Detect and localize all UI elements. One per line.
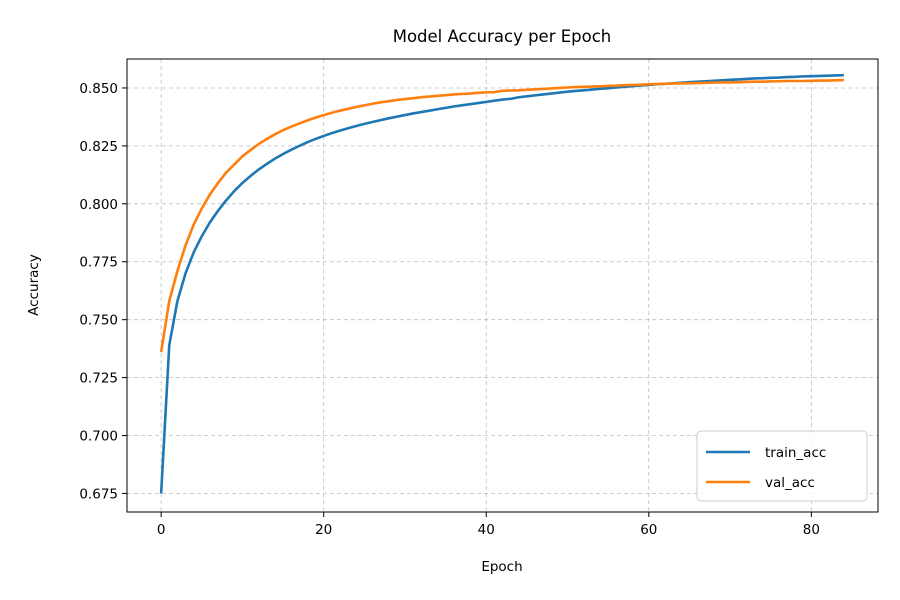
y-tick-label: 0.850	[79, 81, 118, 97]
x-tick-label: 60	[640, 522, 657, 538]
x-tick-label: 20	[315, 522, 332, 538]
y-tick-label: 0.725	[79, 371, 118, 387]
x-tick-label: 80	[803, 522, 820, 538]
legend-label-train-acc: train_acc	[765, 445, 826, 461]
chart-title: Model Accuracy per Epoch	[393, 27, 612, 46]
x-axis-label: Epoch	[481, 559, 522, 575]
x-tick-label: 0	[157, 522, 166, 538]
series-line-train-acc	[159, 73, 844, 494]
series-line-val-acc	[159, 78, 844, 353]
y-tick-label: 0.800	[79, 197, 118, 213]
y-tick-label: 0.700	[79, 429, 118, 445]
tick-layer: 0 20 40 60 80 0.675 0.700 0.725 0.750 0.775 0.800 0…	[79, 81, 820, 538]
legend-box	[696, 430, 868, 502]
y-tick-label: 0.775	[79, 255, 118, 271]
y-tick-label: 0.675	[79, 486, 118, 502]
y-axis-label: Accuracy	[26, 254, 42, 316]
x-tick-label: 40	[478, 522, 495, 538]
y-tick-label: 0.825	[79, 139, 118, 155]
legend: train_acc val_acc	[696, 430, 868, 502]
plot-frame	[126, 58, 879, 513]
legend-label-val-acc: val_acc	[765, 475, 815, 491]
series-layer	[159, 73, 844, 494]
y-tick-label: 0.750	[79, 313, 118, 329]
